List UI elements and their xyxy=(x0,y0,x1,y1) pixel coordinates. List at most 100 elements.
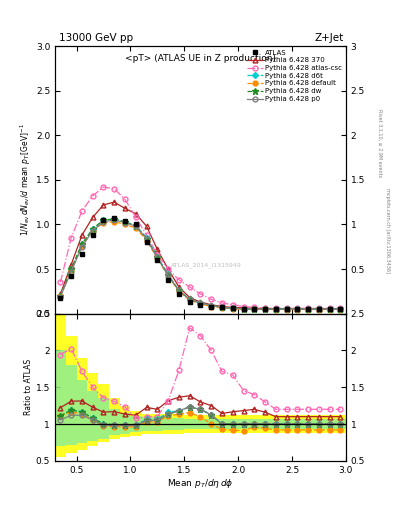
ATLAS xyxy=(263,306,267,312)
Bar xyxy=(292,419,314,429)
Bar xyxy=(249,415,270,433)
Bar xyxy=(206,419,228,429)
Text: ATLAS_2014_I1315949: ATLAS_2014_I1315949 xyxy=(171,263,242,268)
Bar xyxy=(130,411,141,436)
Pythia 6.428 atlas-csc xyxy=(316,305,321,311)
Pythia 6.428 370 xyxy=(80,232,84,238)
Pythia 6.428 d6t xyxy=(295,306,300,312)
Pythia 6.428 p0 xyxy=(112,217,117,223)
Pythia 6.428 atlas-csc xyxy=(338,305,343,311)
Pythia 6.428 d6t xyxy=(284,306,289,312)
Pythia 6.428 370 xyxy=(155,246,160,252)
Line: Pythia 6.428 p0: Pythia 6.428 p0 xyxy=(58,218,343,312)
Pythia 6.428 atlas-csc xyxy=(155,252,160,258)
Pythia 6.428 atlas-csc xyxy=(166,266,171,272)
Line: Pythia 6.428 370: Pythia 6.428 370 xyxy=(58,200,343,311)
Pythia 6.428 d6t xyxy=(69,266,73,272)
Bar xyxy=(87,391,98,441)
ATLAS xyxy=(209,304,213,310)
Pythia 6.428 atlas-csc xyxy=(123,197,127,203)
ATLAS xyxy=(155,257,160,263)
Pythia 6.428 p0 xyxy=(220,304,224,310)
Pythia 6.428 atlas-csc xyxy=(295,305,300,311)
ATLAS xyxy=(306,306,310,312)
Pythia 6.428 dw xyxy=(144,236,149,242)
Pythia 6.428 p0 xyxy=(123,220,127,226)
Pythia 6.428 p0 xyxy=(209,303,213,309)
Pythia 6.428 p0 xyxy=(90,228,95,234)
ATLAS xyxy=(58,294,63,301)
Text: 13000 GeV pp: 13000 GeV pp xyxy=(59,33,133,44)
Pythia 6.428 p0 xyxy=(252,306,257,312)
Pythia 6.428 default xyxy=(198,301,203,307)
Line: Pythia 6.428 d6t: Pythia 6.428 d6t xyxy=(58,217,343,311)
Pythia 6.428 dw xyxy=(316,306,321,312)
ATLAS xyxy=(241,306,246,312)
Pythia 6.428 atlas-csc xyxy=(198,291,203,297)
ATLAS xyxy=(176,291,181,297)
Bar xyxy=(184,419,206,429)
Pythia 6.428 default xyxy=(295,307,300,313)
Pythia 6.428 default xyxy=(274,307,278,313)
Pythia 6.428 atlas-csc xyxy=(306,305,310,311)
Pythia 6.428 d6t xyxy=(327,306,332,312)
Y-axis label: $1/N_{ev}\,dN_{ev}/d$ mean $p_T\,[\mathrm{GeV}]^{-1}$: $1/N_{ev}\,dN_{ev}/d$ mean $p_T\,[\mathr… xyxy=(18,123,33,237)
Pythia 6.428 370 xyxy=(176,284,181,290)
Pythia 6.428 d6t xyxy=(274,306,278,312)
Pythia 6.428 dw xyxy=(187,296,192,303)
Pythia 6.428 default xyxy=(112,219,117,225)
Pythia 6.428 d6t xyxy=(252,306,257,312)
Bar xyxy=(141,417,163,431)
Pythia 6.428 p0 xyxy=(176,287,181,293)
ATLAS xyxy=(295,306,300,312)
Pythia 6.428 370 xyxy=(252,305,257,311)
Pythia 6.428 p0 xyxy=(80,244,84,250)
Pythia 6.428 p0 xyxy=(274,306,278,312)
Bar xyxy=(55,350,66,446)
Pythia 6.428 default xyxy=(80,243,84,249)
Pythia 6.428 d6t xyxy=(263,306,267,312)
Bar xyxy=(292,415,314,433)
Line: Pythia 6.428 default: Pythia 6.428 default xyxy=(58,219,343,312)
Pythia 6.428 370 xyxy=(327,306,332,312)
Bar xyxy=(141,414,163,434)
Pythia 6.428 370 xyxy=(209,302,213,308)
Pythia 6.428 370 xyxy=(263,305,267,311)
Pythia 6.428 atlas-csc xyxy=(69,235,73,241)
Pythia 6.428 default xyxy=(69,267,73,273)
Pythia 6.428 dw xyxy=(101,217,106,223)
Pythia 6.428 370 xyxy=(306,306,310,312)
Pythia 6.428 370 xyxy=(101,202,106,208)
Pythia 6.428 370 xyxy=(220,304,224,310)
Bar xyxy=(66,336,77,454)
Pythia 6.428 dw xyxy=(220,304,224,310)
Pythia 6.428 d6t xyxy=(230,305,235,311)
Pythia 6.428 370 xyxy=(274,306,278,312)
Bar xyxy=(109,409,119,435)
Pythia 6.428 dw xyxy=(327,306,332,312)
Bar xyxy=(66,365,77,444)
ATLAS xyxy=(134,221,138,227)
ATLAS xyxy=(338,306,343,312)
Pythia 6.428 default xyxy=(327,307,332,313)
Pythia 6.428 p0 xyxy=(230,305,235,311)
Pythia 6.428 dw xyxy=(198,300,203,306)
Pythia 6.428 p0 xyxy=(263,306,267,312)
Bar xyxy=(109,398,119,439)
Bar xyxy=(98,398,109,439)
Pythia 6.428 d6t xyxy=(187,296,192,303)
Pythia 6.428 default xyxy=(284,307,289,313)
Text: <pT> (ATLAS UE in Z production): <pT> (ATLAS UE in Z production) xyxy=(125,54,276,63)
Pythia 6.428 default xyxy=(144,238,149,244)
Pythia 6.428 370 xyxy=(230,304,235,310)
ATLAS xyxy=(284,306,289,312)
Pythia 6.428 p0 xyxy=(284,306,289,312)
Pythia 6.428 dw xyxy=(90,226,95,232)
Pythia 6.428 p0 xyxy=(69,269,73,275)
Pythia 6.428 dw xyxy=(80,241,84,247)
Bar xyxy=(270,415,292,433)
Pythia 6.428 dw xyxy=(241,306,246,312)
Pythia 6.428 d6t xyxy=(155,253,160,260)
Pythia 6.428 p0 xyxy=(187,296,192,303)
Pythia 6.428 370 xyxy=(58,291,63,297)
